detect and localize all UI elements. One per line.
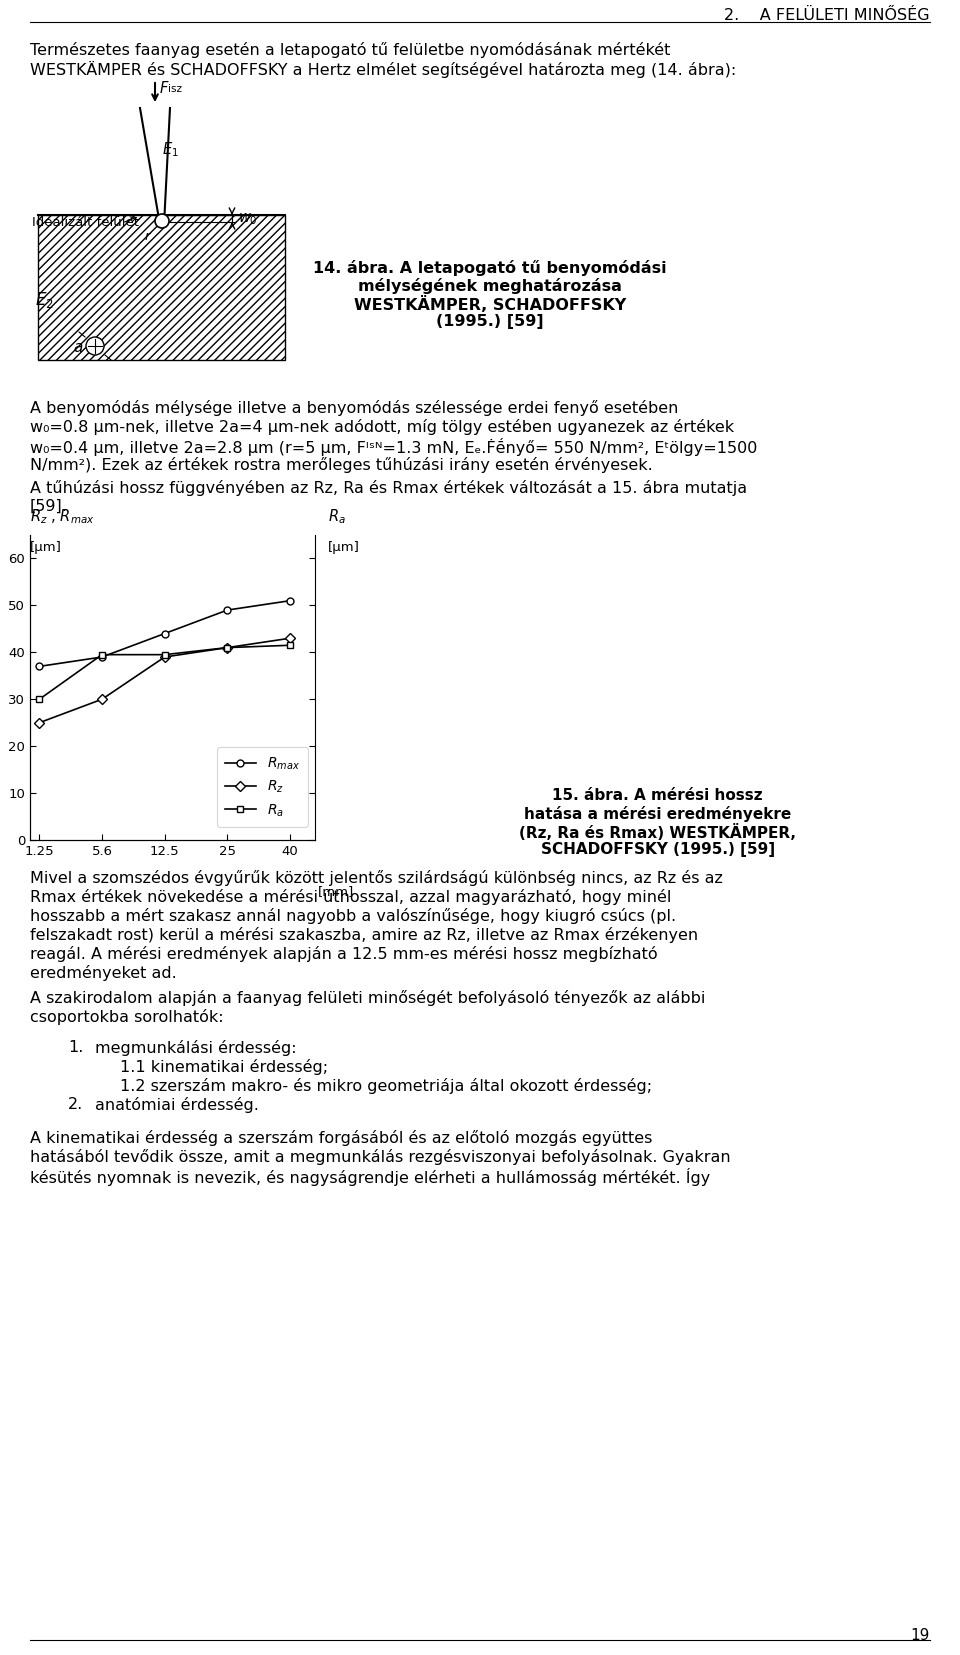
Text: 14. ábra. A letapogató tű benyomódási: 14. ábra. A letapogató tű benyomódási (313, 260, 667, 276)
Text: r: r (145, 230, 151, 243)
Text: Mivel a szomszédos évgyűrűk között jelentős szilárdságú különbség nincs, az Rz é: Mivel a szomszédos évgyűrűk között jelen… (30, 871, 723, 885)
Text: N/mm²). Ezek az értékek rostra merőleges tűhúzási irány esetén érvényesek.: N/mm²). Ezek az értékek rostra merőleges… (30, 457, 653, 473)
Text: w₀=0.8 μm-nek, illetve 2a=4 μm-nek adódott, míg tölgy estében ugyanezek az érték: w₀=0.8 μm-nek, illetve 2a=4 μm-nek adódo… (30, 419, 734, 435)
Text: 15. ábra. A mérési hossz: 15. ábra. A mérési hossz (552, 788, 763, 803)
Text: WESTKÄMPER és SCHADOFFSKY a Hertz elmélet segítségével határozta meg (14. ábra):: WESTKÄMPER és SCHADOFFSKY a Hertz elméle… (30, 61, 736, 78)
Text: $a$: $a$ (73, 341, 84, 356)
Text: 19: 19 (911, 1629, 930, 1643)
Text: hosszabb a mért szakasz annál nagyobb a valószínűsége, hogy kiugró csúcs (pl.: hosszabb a mért szakasz annál nagyobb a … (30, 909, 676, 923)
Text: 2.    A FELÜLETI MINŐSÉG: 2. A FELÜLETI MINŐSÉG (725, 8, 930, 23)
Text: késütés nyomnak is nevezik, és nagyságrendje elérheti a hullámosság mértékét. Íg: késütés nyomnak is nevezik, és nagyságre… (30, 1168, 710, 1187)
Text: $R_z$ , $R_{max}$: $R_z$ , $R_{max}$ (30, 506, 94, 526)
Text: $E_1$: $E_1$ (162, 141, 179, 159)
Text: [μm]: [μm] (30, 541, 61, 554)
Text: Természetes faanyag esetén a letapogató tű felületbe nyomódásának mértékét: Természetes faanyag esetén a letapogató … (30, 41, 670, 58)
Text: A kinematikai érdesség a szerszám forgásából és az előtoló mozgás együttes: A kinematikai érdesség a szerszám forgás… (30, 1130, 653, 1145)
Text: 2.: 2. (68, 1097, 84, 1112)
Text: $E_2$: $E_2$ (35, 290, 54, 309)
Text: (1995.) [59]: (1995.) [59] (436, 314, 543, 329)
Text: mélységének meghatározása: mélységének meghatározása (358, 278, 622, 295)
Text: A szakirodalom alapján a faanyag felületi minőségét befolyásoló tényezők az aláb: A szakirodalom alapján a faanyag felület… (30, 990, 706, 1006)
Text: A tűhúzási hossz függvényében az Rz, Ra és Rmax értékek változását a 15. ábra mu: A tűhúzási hossz függvényében az Rz, Ra … (30, 480, 747, 496)
Text: WESTKÄMPER, SCHADOFFSKY: WESTKÄMPER, SCHADOFFSKY (354, 296, 626, 313)
Text: anatómiai érdesség.: anatómiai érdesség. (95, 1097, 259, 1114)
Text: [μm]: [μm] (327, 541, 359, 554)
Text: isz: isz (168, 84, 182, 94)
Text: Rmax értékek növekedése a mérési úthosszal, azzal magyarázható, hogy minél: Rmax értékek növekedése a mérési úthossz… (30, 889, 671, 905)
Text: [mm]: [mm] (318, 884, 354, 897)
Text: eredményeket ad.: eredményeket ad. (30, 965, 177, 981)
Text: (Rz, Ra és Rmax) WESTKÄMPER,: (Rz, Ra és Rmax) WESTKÄMPER, (519, 824, 796, 841)
Bar (38, 215, 285, 361)
Text: 1.1 kinematikai érdesség;: 1.1 kinematikai érdesség; (120, 1059, 328, 1076)
Text: hatása a mérési eredményekre: hatása a mérési eredményekre (524, 806, 791, 823)
Text: hatásából tevődik össze, amit a megmunkálás rezgésviszonyai befolyásolnak. Gyakr: hatásából tevődik össze, amit a megmunká… (30, 1149, 731, 1165)
Legend: $R_{max}$, $R_z$, $R_a$: $R_{max}$, $R_z$, $R_a$ (217, 746, 308, 828)
Text: w₀=0.4 μm, illetve 2a=2.8 μm (r=5 μm, Fᴵˢᴺ=1.3 mN, Eₑ.Ḟḗnyő= 550 N/mm², Eᵗölgy=1: w₀=0.4 μm, illetve 2a=2.8 μm (r=5 μm, Fᴵ… (30, 439, 757, 457)
Circle shape (86, 338, 104, 356)
Text: A benyomódás mélysége illetve a benyomódás szélessége erdei fenyő esetében: A benyomódás mélysége illetve a benyomód… (30, 401, 679, 415)
Text: reagál. A mérési eredmények alapján a 12.5 mm-es mérési hossz megbízható: reagál. A mérési eredmények alapján a 12… (30, 947, 658, 962)
Text: Idealizált felület: Idealizált felület (32, 217, 139, 230)
Text: SCHADOFFSKY (1995.) [59]: SCHADOFFSKY (1995.) [59] (540, 842, 775, 857)
Text: [59].: [59]. (30, 500, 68, 515)
Text: $w_0$: $w_0$ (238, 212, 257, 227)
Circle shape (155, 213, 169, 228)
Text: megmunkálási érdesség:: megmunkálási érdesség: (95, 1039, 297, 1056)
Text: $R_a$: $R_a$ (327, 506, 346, 526)
Text: 1.2 szerszám makro- és mikro geometriája által okozott érdesség;: 1.2 szerszám makro- és mikro geometriája… (120, 1077, 652, 1094)
Text: felszakadt rost) kerül a mérési szakaszba, amire az Rz, illetve az Rmax érzékeny: felszakadt rost) kerül a mérési szakaszb… (30, 927, 698, 943)
Text: $F$: $F$ (159, 79, 170, 96)
Text: 1.: 1. (68, 1039, 84, 1054)
Text: csoportokba sorolhatók:: csoportokba sorolhatók: (30, 1010, 224, 1024)
